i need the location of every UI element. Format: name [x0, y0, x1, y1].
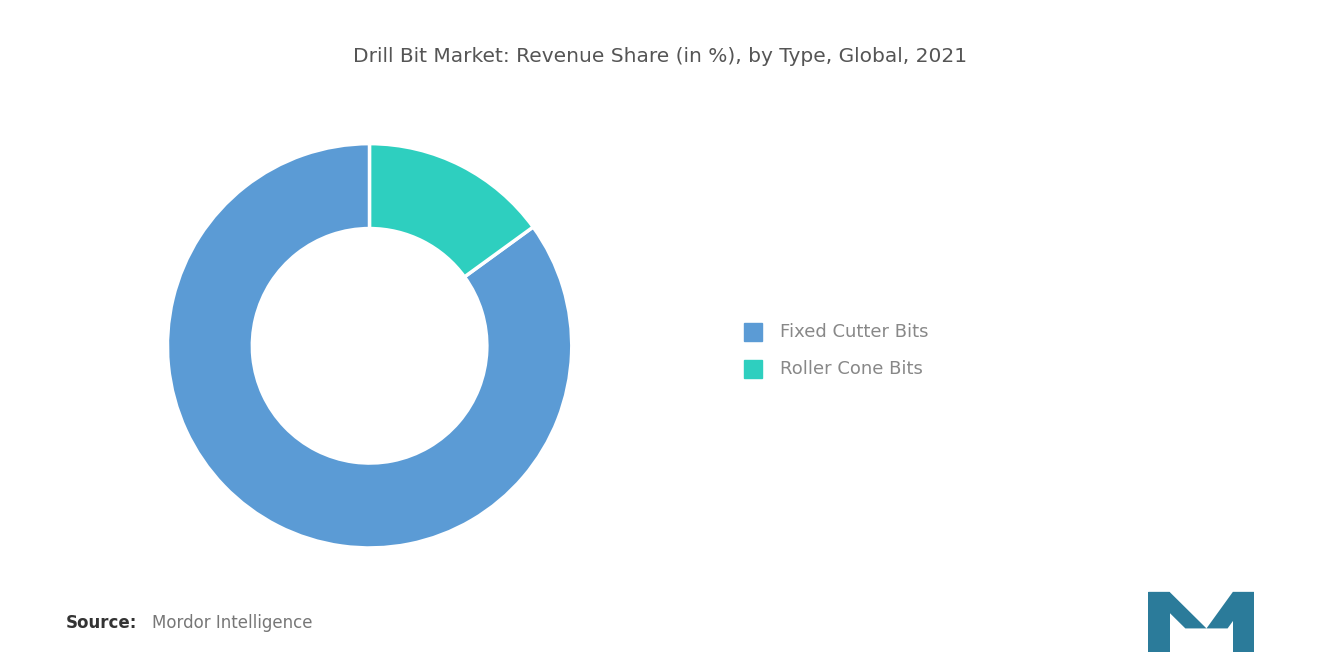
Polygon shape	[1206, 592, 1254, 628]
Polygon shape	[1148, 592, 1206, 628]
Wedge shape	[168, 144, 572, 548]
Polygon shape	[1233, 592, 1254, 652]
Legend: Fixed Cutter Bits, Roller Cone Bits: Fixed Cutter Bits, Roller Cone Bits	[735, 311, 937, 387]
Text: Source:: Source:	[66, 614, 137, 632]
Wedge shape	[370, 144, 533, 277]
Text: Mordor Intelligence: Mordor Intelligence	[152, 614, 313, 632]
Polygon shape	[1148, 592, 1170, 652]
Text: Drill Bit Market: Revenue Share (in %), by Type, Global, 2021: Drill Bit Market: Revenue Share (in %), …	[352, 47, 968, 66]
